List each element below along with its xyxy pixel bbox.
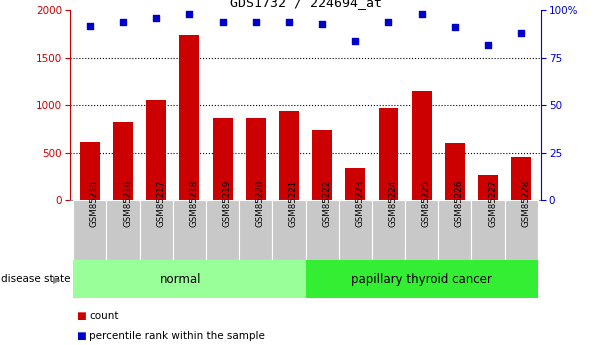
Text: GSM85215: GSM85215 — [90, 179, 99, 227]
Text: GSM85220: GSM85220 — [256, 179, 264, 227]
Bar — [478, 175, 498, 200]
Point — [317, 21, 327, 27]
Point — [251, 19, 261, 24]
Text: GSM85226: GSM85226 — [455, 179, 464, 227]
Point — [151, 15, 161, 21]
Text: GSM85227: GSM85227 — [488, 179, 497, 227]
Point — [516, 30, 526, 36]
Bar — [272, 200, 305, 260]
Text: percentile rank within the sample: percentile rank within the sample — [89, 332, 265, 341]
Bar — [505, 200, 538, 260]
Bar — [106, 200, 140, 260]
Text: GSM85223: GSM85223 — [355, 179, 364, 227]
Bar — [80, 142, 100, 200]
Bar — [239, 200, 272, 260]
Point — [184, 11, 194, 17]
Text: ■: ■ — [76, 332, 86, 341]
Text: disease state: disease state — [1, 275, 71, 284]
Point — [350, 38, 360, 43]
Point — [218, 19, 227, 24]
Bar — [471, 200, 505, 260]
Bar — [305, 260, 538, 298]
Bar — [173, 200, 206, 260]
Bar — [412, 91, 432, 200]
Point — [384, 19, 393, 24]
Bar — [73, 200, 106, 260]
Text: normal: normal — [161, 273, 202, 286]
Bar — [312, 130, 332, 200]
Bar — [305, 200, 339, 260]
Bar — [405, 200, 438, 260]
Text: GSM85228: GSM85228 — [521, 179, 530, 227]
Bar — [511, 157, 531, 200]
Text: GSM85217: GSM85217 — [156, 179, 165, 227]
Bar — [379, 108, 398, 200]
Bar — [246, 118, 266, 200]
Text: count: count — [89, 311, 119, 321]
Bar — [140, 200, 173, 260]
Point — [284, 19, 294, 24]
Point — [85, 23, 95, 28]
Bar — [372, 200, 405, 260]
Point — [483, 42, 493, 47]
Bar — [179, 35, 199, 200]
Title: GDS1732 / 224694_at: GDS1732 / 224694_at — [229, 0, 382, 9]
Bar — [213, 118, 232, 200]
Text: ■: ■ — [76, 311, 86, 321]
Bar — [445, 143, 465, 200]
Bar — [345, 168, 365, 200]
Point — [417, 11, 427, 17]
Bar — [339, 200, 372, 260]
Text: GSM85225: GSM85225 — [422, 179, 430, 227]
Bar — [438, 200, 471, 260]
Text: papillary thyroid cancer: papillary thyroid cancer — [351, 273, 492, 286]
Bar — [113, 122, 133, 200]
Bar — [279, 111, 299, 200]
Text: GSM85219: GSM85219 — [223, 179, 232, 227]
Text: GSM85222: GSM85222 — [322, 179, 331, 227]
Bar — [206, 200, 239, 260]
Bar — [147, 100, 166, 200]
Point — [450, 25, 460, 30]
Text: GSM85221: GSM85221 — [289, 179, 298, 227]
Point — [118, 19, 128, 24]
Text: GSM85216: GSM85216 — [123, 179, 132, 227]
Text: GSM85224: GSM85224 — [389, 179, 398, 227]
Text: ▶: ▶ — [53, 275, 60, 284]
Text: GSM85218: GSM85218 — [189, 179, 198, 227]
Bar — [73, 260, 305, 298]
